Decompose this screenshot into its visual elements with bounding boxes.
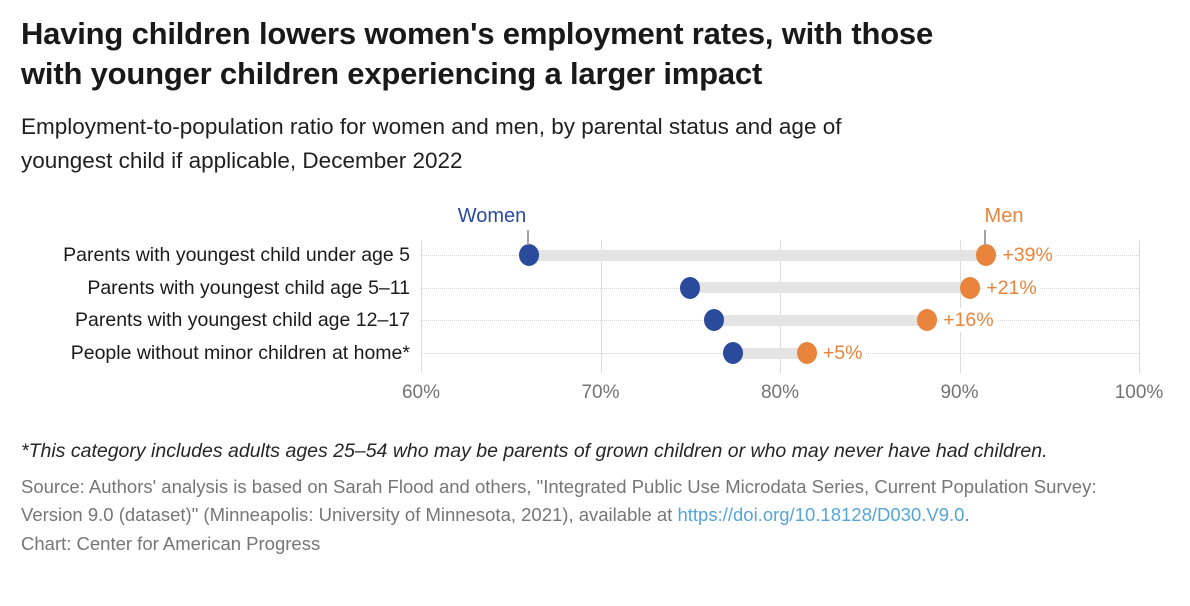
diff-label: +16% xyxy=(940,308,997,333)
men-dot[interactable] xyxy=(960,276,981,299)
x-gridline xyxy=(600,240,602,373)
chart-title-line-2: with younger children experiencing a lar… xyxy=(21,56,763,91)
women-dot[interactable] xyxy=(680,276,701,299)
diff-label: +5% xyxy=(819,341,866,366)
women-dot[interactable] xyxy=(703,309,724,332)
x-axis-tick-label: 90% xyxy=(940,382,979,403)
category-label: Parents with youngest child age 12–17 xyxy=(75,309,410,332)
category-label: Parents with youngest child age 5–11 xyxy=(87,276,410,299)
x-axis-tick-label: 60% xyxy=(401,382,441,403)
source-note: Source: Authors' analysis is based on Sa… xyxy=(21,473,1161,528)
x-gridline xyxy=(959,240,961,373)
women-dot[interactable] xyxy=(723,342,744,365)
chart-title-line-1: Having children lowers women's employmen… xyxy=(21,16,934,51)
diff-label: +39% xyxy=(999,243,1056,267)
category-label: People without minor children at home* xyxy=(70,342,410,365)
men-dot[interactable] xyxy=(917,309,938,332)
chart-title: Having children lowers women's employmen… xyxy=(21,14,933,94)
x-axis-tick-label: 70% xyxy=(581,382,620,403)
chart-credit: Chart: Center for American Progress xyxy=(21,533,321,554)
source-text: Source: Authors' analysis is based on Sa… xyxy=(21,476,1097,525)
source-suffix: . xyxy=(964,503,970,525)
women-dot[interactable] xyxy=(518,244,539,266)
chart-subtitle-line-1: Employment-to-population ratio for women… xyxy=(21,114,842,139)
diff-label: +21% xyxy=(983,275,1040,300)
chart-subtitle-line-2: youngest child if applicable, December 2… xyxy=(21,148,463,173)
chart-footnote: *This category includes adults ages 25–5… xyxy=(21,440,1048,462)
x-gridline xyxy=(421,240,422,373)
connector-bar xyxy=(733,347,807,359)
connector-bar xyxy=(528,249,987,261)
men-dot[interactable] xyxy=(976,244,997,266)
series-label-men: Men xyxy=(984,205,1024,227)
connector-bar xyxy=(690,282,971,294)
connector-bar xyxy=(713,314,928,326)
x-axis-tick-label: 80% xyxy=(760,382,800,403)
women-pointer-line xyxy=(527,230,529,245)
x-gridline xyxy=(780,240,781,373)
chart-subtitle: Employment-to-population ratio for women… xyxy=(21,110,841,178)
source-link[interactable]: https://doi.org/10.18128/D030.V9.0 xyxy=(677,503,965,525)
x-gridline xyxy=(1139,240,1140,373)
men-dot[interactable] xyxy=(796,342,817,365)
series-label-women: Women xyxy=(457,205,527,227)
x-axis-tick-label: 100% xyxy=(1114,382,1164,403)
men-pointer-line xyxy=(984,230,986,245)
category-label: Parents with youngest child under age 5 xyxy=(63,244,410,266)
